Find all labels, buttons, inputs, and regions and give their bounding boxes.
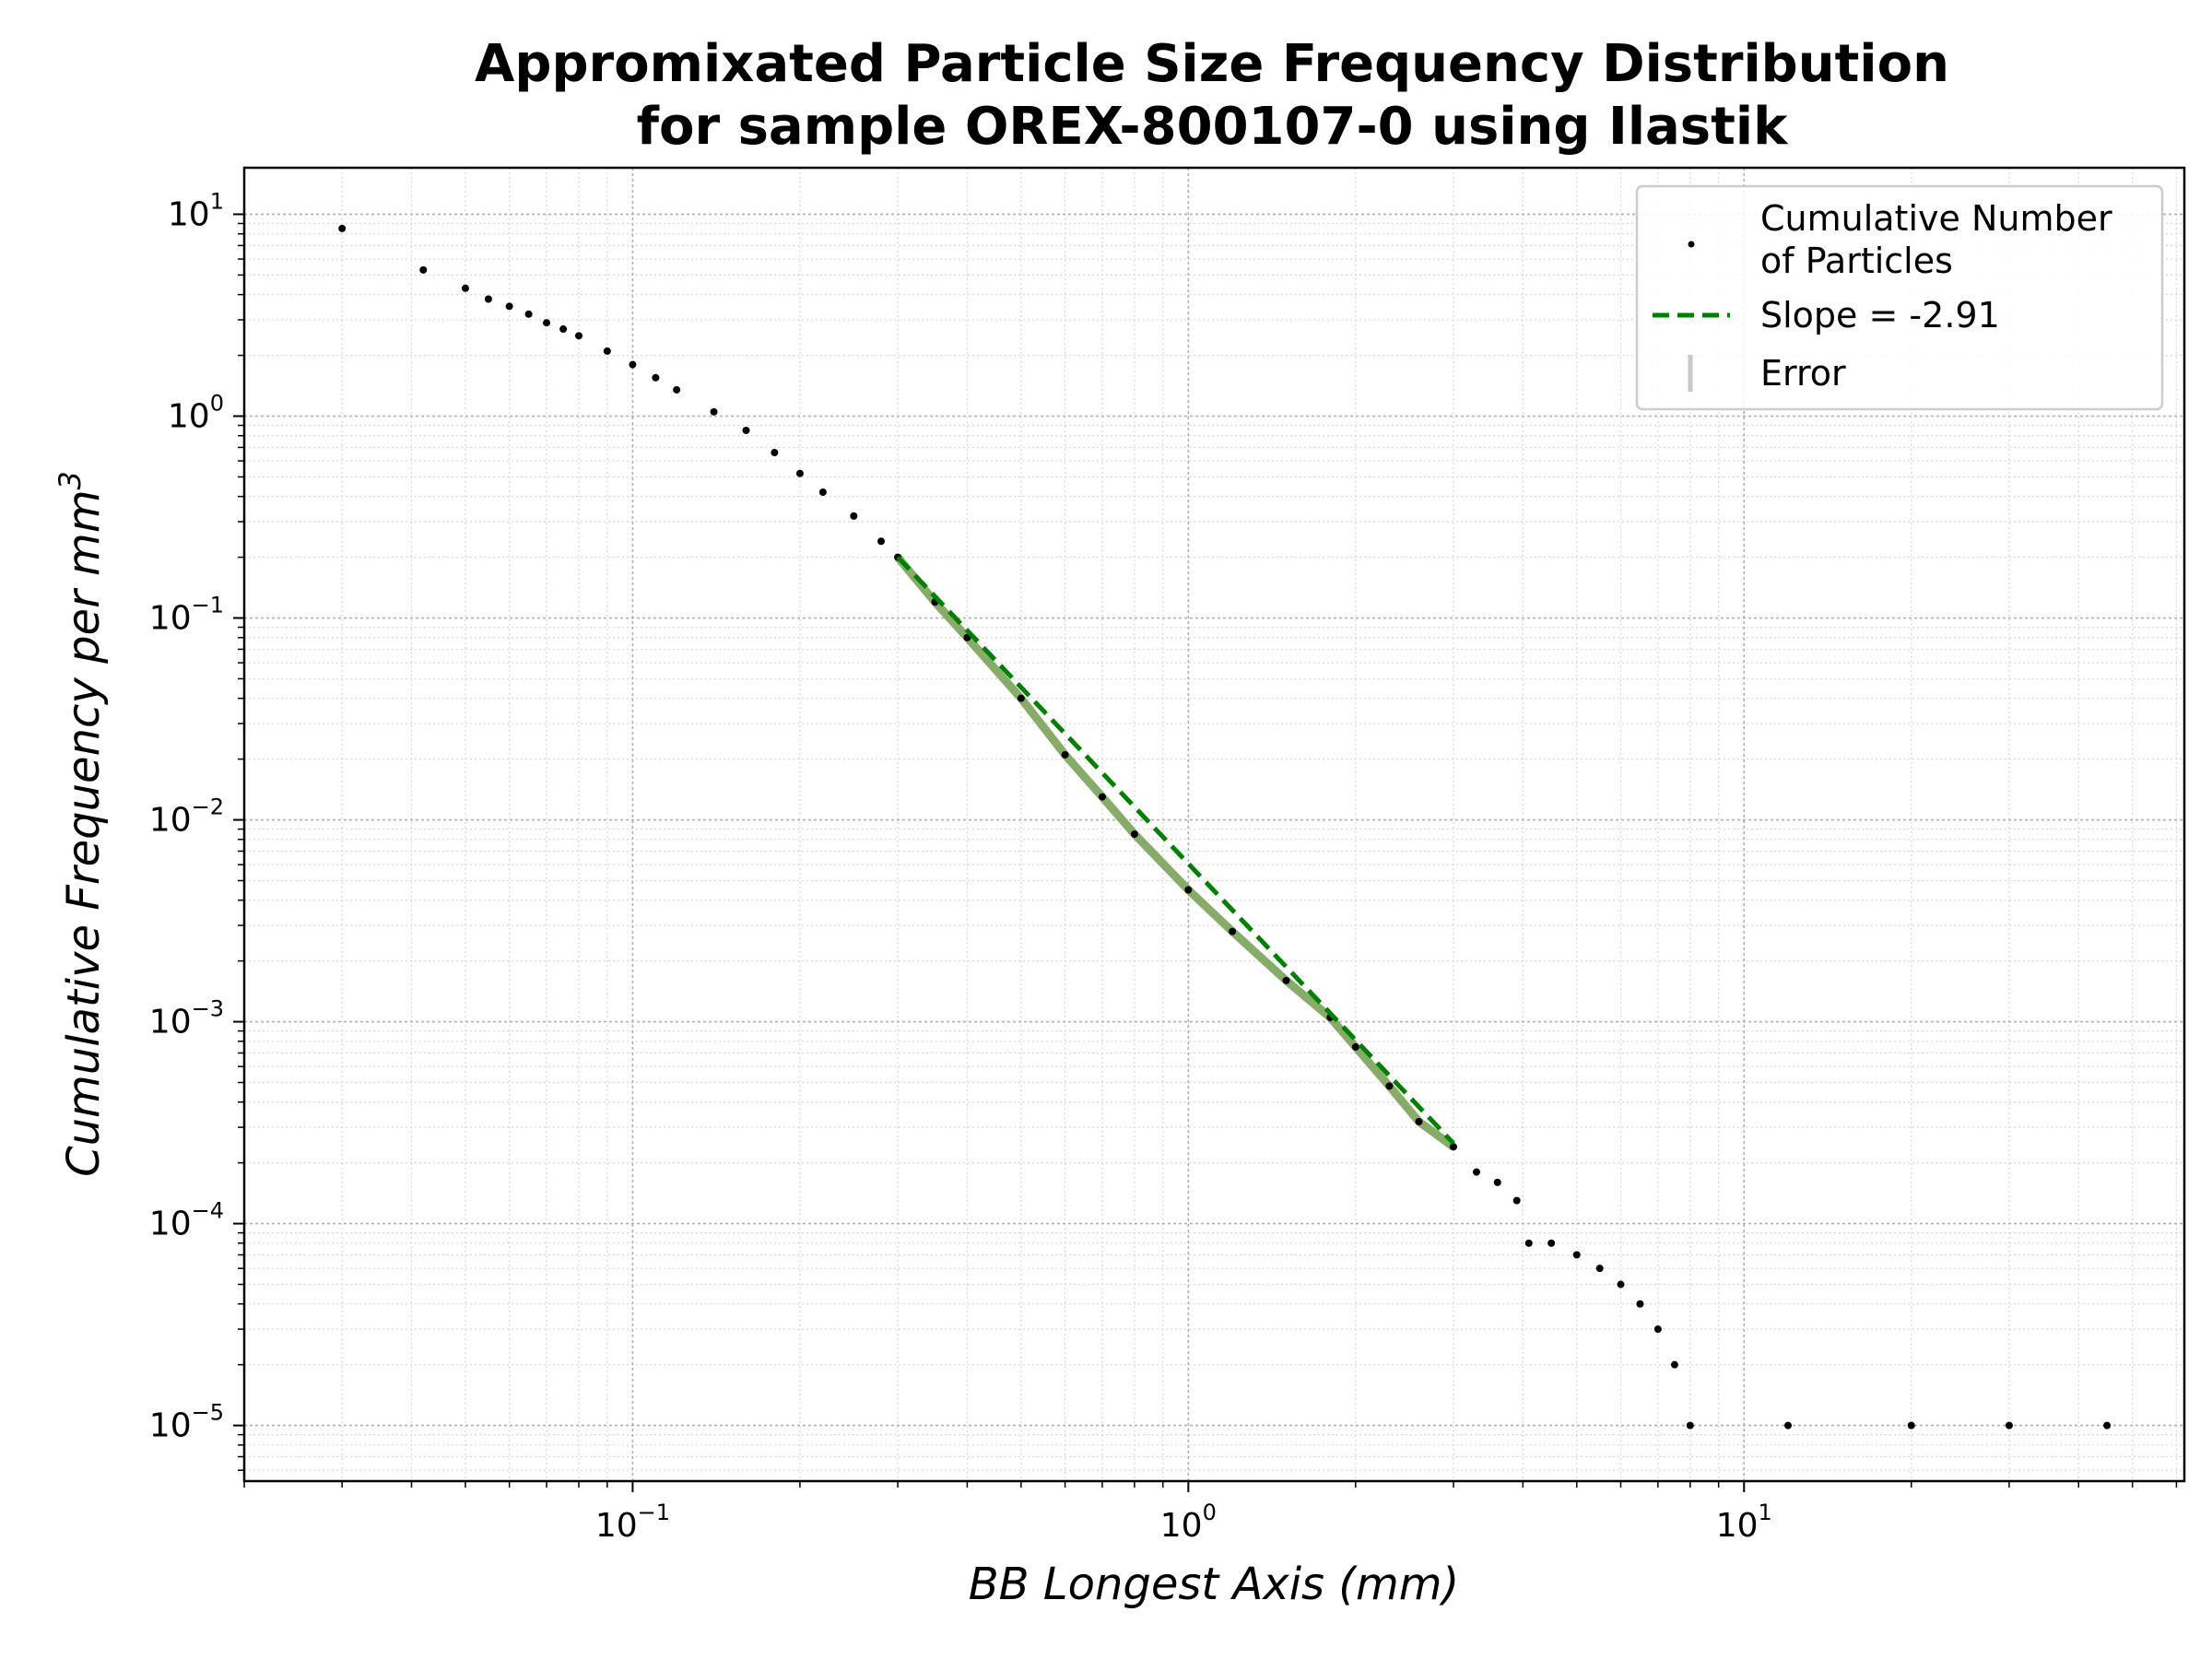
y-axis-label-text: Cumulative Frequency per mm: [58, 489, 110, 1177]
data-point: [338, 224, 347, 232]
data-point: [1450, 1143, 1458, 1151]
x-tick-label-base: 10: [595, 1507, 638, 1545]
x-axis-ticks: 10−1 100 101: [595, 1481, 1772, 1545]
data-point: [574, 332, 582, 340]
y-tick-label-base: 10: [168, 397, 210, 435]
data-point: [795, 469, 804, 477]
y-tick-label-base: 10: [149, 802, 192, 840]
legend-label-error: Error: [1760, 353, 1846, 394]
data-point: [1595, 1265, 1604, 1273]
data-points: [338, 224, 2112, 1430]
data-point: [543, 319, 551, 327]
chart-title-line-2: for sample OREX-800107-0 using Ilastik: [637, 97, 1789, 157]
y-tick-label: 10−5: [149, 1400, 224, 1445]
x-tick-label-exponent: 1: [1759, 1500, 1772, 1525]
y-tick-label-exponent: −2: [192, 794, 224, 820]
x-tick-label-exponent: −1: [638, 1500, 670, 1525]
data-point: [2005, 1421, 2013, 1430]
y-tick-label-base: 10: [149, 1407, 192, 1445]
y-tick-label-exponent: −1: [192, 593, 224, 618]
data-point: [1512, 1196, 1521, 1205]
data-point: [505, 302, 513, 311]
x-tick-label-base: 10: [1160, 1507, 1203, 1545]
data-point: [1686, 1421, 1694, 1430]
x-tick-label-base: 10: [1716, 1507, 1759, 1545]
data-point: [1229, 927, 1237, 935]
data-point: [710, 407, 718, 416]
data-point: [559, 325, 568, 334]
chart-title-line-1: Appromixated Particle Size Frequency Dis…: [475, 34, 1949, 94]
data-point: [1061, 750, 1069, 759]
legend-label-points-1: Cumulative Number: [1760, 198, 2112, 239]
data-point: [1670, 1360, 1678, 1369]
y-tick-label-exponent: 0: [210, 390, 224, 416]
data-point: [877, 537, 886, 546]
data-point: [629, 360, 637, 369]
y-tick-label: 10−1: [149, 593, 224, 638]
data-point: [1907, 1421, 1915, 1430]
slope-fit-line: [896, 555, 1455, 1146]
data-point: [484, 295, 492, 303]
data-point: [1351, 1042, 1359, 1051]
y-tick-label-base: 10: [149, 1004, 192, 1041]
y-tick-label: 101: [168, 188, 224, 233]
data-point: [461, 284, 469, 292]
data-point: [1636, 1300, 1644, 1308]
data-point: [1385, 1082, 1394, 1090]
data-point: [1017, 694, 1025, 702]
data-point: [1282, 976, 1290, 984]
y-axis-label: Cumulative Frequency per mm3: [53, 471, 110, 1177]
data-point: [771, 449, 779, 457]
data-point: [1493, 1178, 1501, 1186]
x-tick-label: 100: [1160, 1500, 1217, 1545]
x-tick-label: 101: [1716, 1500, 1772, 1545]
data-point: [603, 347, 611, 355]
y-tick-label: 100: [168, 390, 224, 435]
data-point: [1472, 1168, 1480, 1176]
data-point: [1653, 1325, 1662, 1334]
y-tick-label-base: 10: [149, 600, 192, 638]
y-axis-label-superscript: 3: [53, 471, 88, 489]
x-tick-label: 10−1: [595, 1500, 670, 1545]
y-tick-label-base: 10: [149, 1206, 192, 1243]
data-point: [419, 265, 428, 274]
y-tick-label: 10−4: [149, 1198, 224, 1243]
data-point: [1783, 1421, 1792, 1430]
y-tick-label-base: 10: [168, 195, 210, 233]
data-point: [652, 373, 660, 382]
legend-marker-points: [1688, 241, 1695, 248]
y-tick-label-exponent: 1: [210, 188, 224, 214]
data-point: [818, 488, 827, 497]
y-tick-label-exponent: −3: [192, 996, 224, 1022]
data-point: [742, 426, 750, 434]
data-point: [1572, 1251, 1581, 1259]
legend: Cumulative Number of Particles Slope = -…: [1635, 184, 2164, 411]
legend-box: [1635, 184, 2164, 411]
data-point: [1098, 793, 1106, 801]
data-point: [1524, 1239, 1533, 1247]
data-point: [1184, 886, 1193, 894]
data-point: [524, 310, 533, 318]
legend-label-fit-line: Slope = -2.91: [1760, 295, 2000, 335]
data-point: [2103, 1421, 2112, 1430]
y-tick-label-exponent: −5: [192, 1400, 224, 1426]
data-point: [1130, 830, 1138, 839]
y-tick-label: 10−3: [149, 996, 224, 1041]
y-tick-label-exponent: −4: [192, 1198, 224, 1224]
x-tick-label-exponent: 0: [1203, 1500, 1217, 1525]
data-point: [1547, 1239, 1556, 1247]
data-point: [1617, 1280, 1625, 1288]
data-point: [673, 385, 681, 394]
legend-label-points-2: of Particles: [1760, 241, 1953, 281]
x-axis-label: BB Longest Axis (mm): [969, 1559, 1460, 1610]
data-point: [1415, 1117, 1423, 1125]
major-grid: [244, 168, 2184, 1481]
plot-frame: [242, 166, 2186, 1483]
data-point: [850, 512, 858, 520]
minor-grid: [243, 168, 2184, 1481]
y-tick-label: 10−2: [149, 794, 224, 840]
